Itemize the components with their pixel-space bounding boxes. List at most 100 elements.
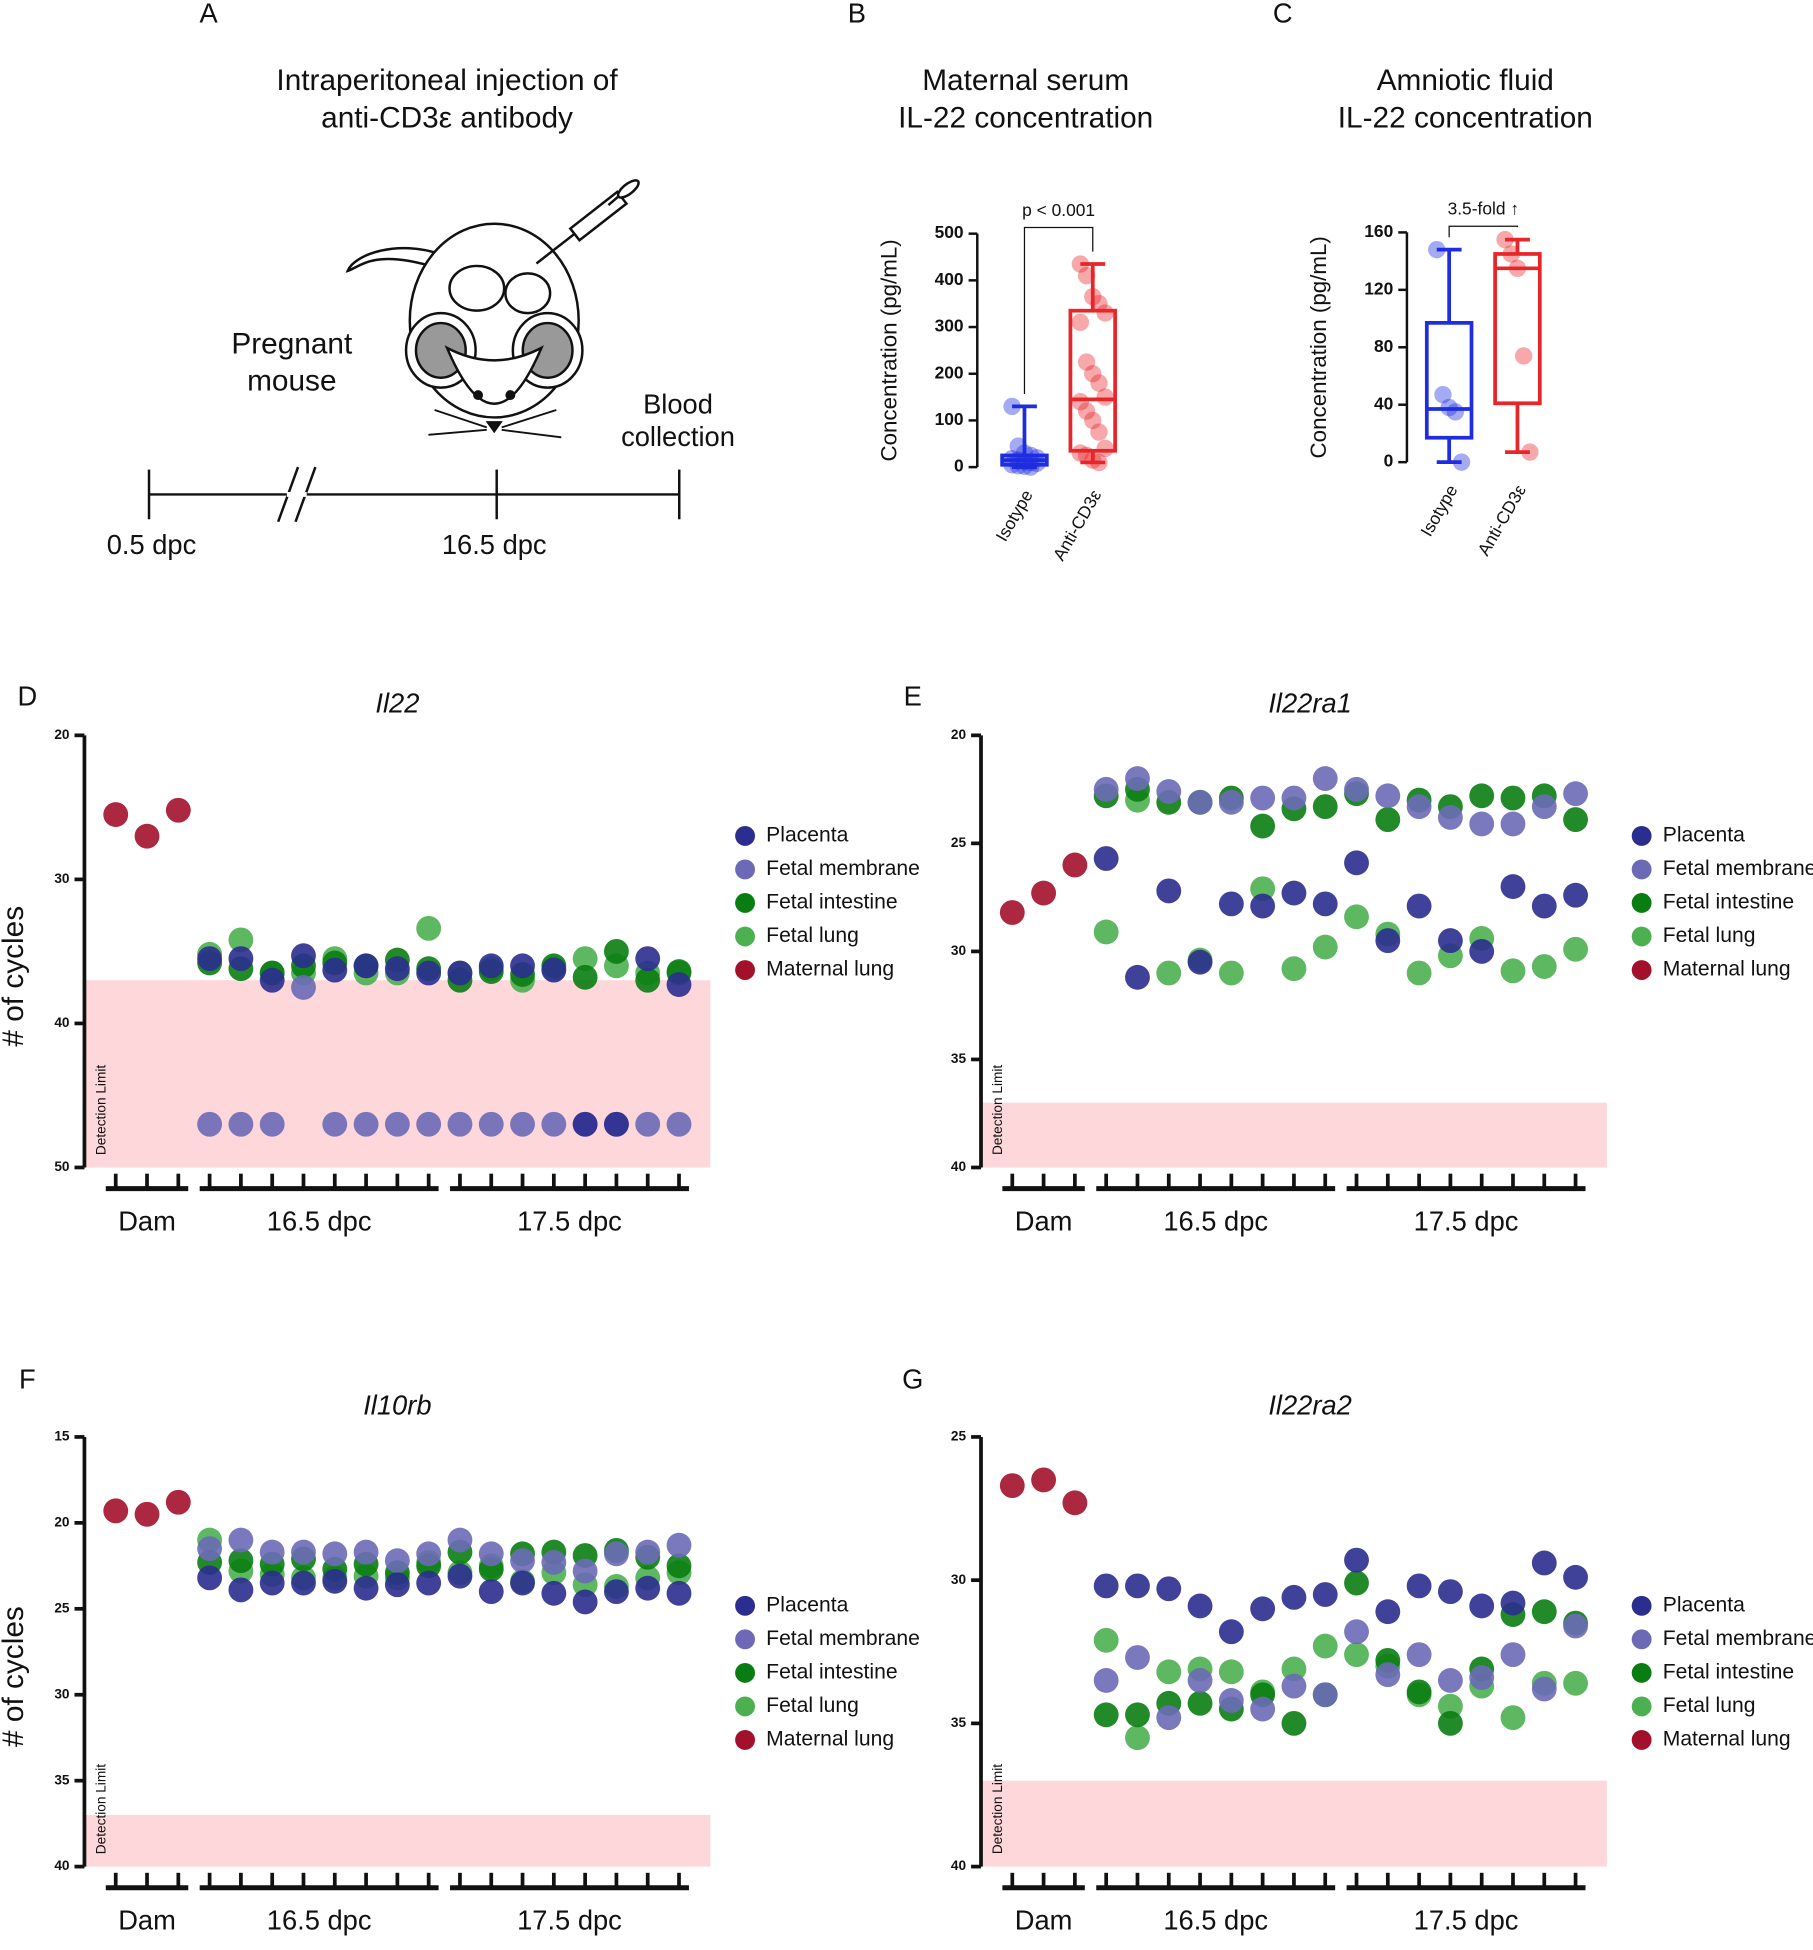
- data-point: [1084, 365, 1102, 383]
- y-tick-label: 0: [1384, 451, 1394, 471]
- data-point: [416, 1541, 442, 1567]
- y-tick-label: 30: [951, 943, 967, 958]
- data-point: [1375, 807, 1401, 833]
- x-tick-label: Anti-CD3ε: [1473, 481, 1530, 559]
- data-point: [572, 1558, 598, 1584]
- data-point: [541, 957, 567, 983]
- y-tick-label: 160: [1364, 221, 1393, 241]
- scatter-chart: D Il22 Detection Limit 20 30 40 50 # of cycles D…: [0, 680, 920, 1236]
- y-tick-label: 35: [951, 1715, 967, 1730]
- data-point: [322, 957, 348, 983]
- x-tick-label: Isotype: [1416, 481, 1461, 540]
- data-point: [384, 956, 410, 982]
- panel-label: E: [904, 680, 922, 711]
- data-point: [1437, 805, 1463, 830]
- data-point: [478, 1579, 504, 1605]
- data-point: [1500, 811, 1526, 837]
- data-point: [1344, 1547, 1369, 1573]
- data-point: [1563, 1564, 1588, 1590]
- data-point: [1250, 813, 1276, 839]
- chart-title: Maternal serum: [922, 64, 1129, 97]
- data-point: [666, 1532, 692, 1558]
- data-point: [228, 1111, 254, 1137]
- legend-label: Maternal lung: [766, 1728, 894, 1751]
- data-point: [510, 1548, 535, 1574]
- data-point: [416, 1570, 442, 1596]
- legend-label: Maternal lung: [1663, 1728, 1791, 1751]
- data-point: [1563, 882, 1588, 908]
- data-point: [1344, 1642, 1369, 1668]
- data-point: [197, 1111, 223, 1137]
- data-point: [541, 1549, 567, 1575]
- panel-label: G: [902, 1363, 923, 1394]
- data-point: [1071, 444, 1090, 462]
- data-point: [1281, 785, 1307, 811]
- data-point: [604, 938, 629, 964]
- data-point: [1218, 1688, 1244, 1713]
- panel-label: C: [1273, 0, 1293, 28]
- data-point: [322, 1111, 348, 1137]
- data-point: [541, 1580, 567, 1606]
- data-point: [259, 967, 285, 993]
- y-tick-label: 20: [54, 1514, 70, 1529]
- detection-region: [84, 1815, 711, 1867]
- data-point: [1096, 388, 1114, 406]
- panel-label: F: [19, 1363, 36, 1394]
- chart-title: Il22ra1: [1268, 688, 1351, 719]
- data-point: [416, 960, 442, 986]
- data-point: [1344, 1619, 1369, 1645]
- data-point: [1156, 1705, 1182, 1731]
- legend-marker: [735, 859, 756, 880]
- data-point: [1062, 1490, 1088, 1516]
- legend-label: Fetal membrane: [766, 857, 920, 880]
- panel-label: A: [200, 0, 219, 28]
- data-point: [1500, 785, 1526, 811]
- legend-marker: [1631, 1629, 1652, 1650]
- data-point: [1469, 783, 1495, 809]
- data-point: [1437, 1667, 1463, 1693]
- data-point: [1077, 353, 1096, 371]
- data-point: [322, 1568, 348, 1594]
- data-point: [1406, 893, 1432, 919]
- data-point: [1375, 1662, 1401, 1688]
- group-label: 17.5 dpc: [517, 1905, 622, 1936]
- data-point: [1218, 960, 1244, 986]
- data-point: [1090, 374, 1108, 392]
- annotation-bracket: [1023, 226, 1094, 394]
- data-point: [1125, 1573, 1150, 1599]
- data-point: [635, 1111, 661, 1137]
- y-tick-label: 30: [54, 1686, 70, 1701]
- group-label: 16.5 dpc: [267, 1206, 372, 1237]
- endpoint-label: collection: [621, 421, 735, 452]
- data-point: [1312, 1582, 1338, 1607]
- box-chart: C Amniotic fluid IL-22 concentration 0 40 80 1…: [1273, 0, 1593, 559]
- data-point: [1500, 1705, 1526, 1731]
- detection-label: Detection Limit: [93, 1065, 108, 1155]
- data-point: [1250, 1596, 1276, 1622]
- data-point: [1281, 1673, 1307, 1699]
- data-point: [1281, 956, 1307, 982]
- data-point: [1187, 1690, 1213, 1716]
- data-point: [1218, 1659, 1244, 1685]
- data-point: [478, 1111, 504, 1137]
- y-tick-label: 30: [951, 1572, 967, 1587]
- group-label: 16.5 dpc: [267, 1905, 372, 1936]
- legend-label: Placenta: [1663, 823, 1745, 846]
- y-tick-label: 20: [54, 727, 70, 742]
- data-point: [1312, 1633, 1338, 1659]
- data-point: [1344, 904, 1369, 930]
- legend-label: Placenta: [1663, 1593, 1745, 1616]
- data-point: [478, 953, 504, 979]
- group-label: 17.5 dpc: [517, 1206, 622, 1237]
- data-point: [228, 1577, 254, 1603]
- data-point: [1281, 1710, 1307, 1736]
- data-point: [103, 802, 129, 827]
- data-point: [999, 900, 1025, 925]
- data-point: [447, 1111, 473, 1137]
- data-point: [666, 1111, 692, 1137]
- data-point: [1437, 1693, 1463, 1719]
- data-point: [1344, 776, 1369, 802]
- data-point: [572, 964, 598, 990]
- data-point: [1446, 403, 1465, 421]
- legend-label: Fetal intestine: [766, 1660, 897, 1683]
